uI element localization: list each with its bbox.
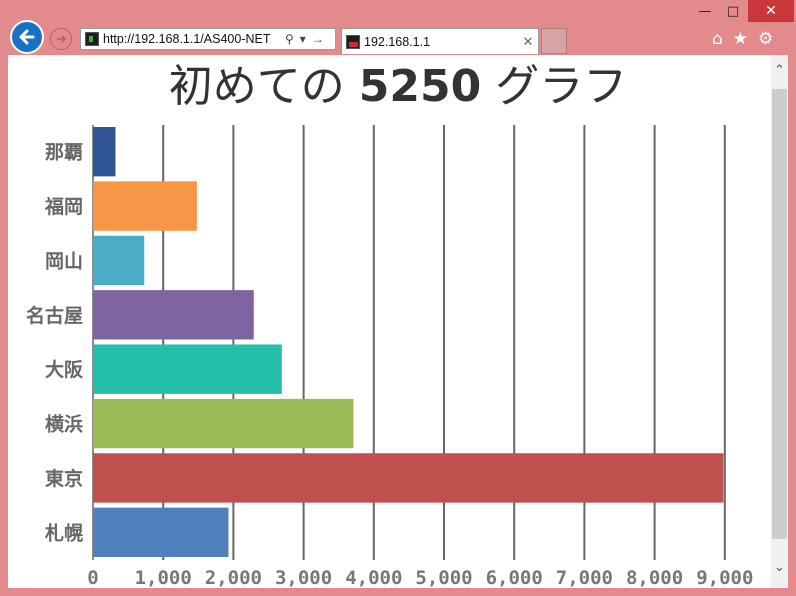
go-arrow-icon[interactable]: → bbox=[311, 32, 324, 46]
x-tick-label: 2,000 bbox=[205, 567, 262, 588]
scroll-down-icon[interactable]: ⌄ bbox=[774, 560, 785, 575]
page-content: 初めての 5250 グラフ 0 1,000 2,000 3,000 4,000 5,000… bbox=[8, 55, 788, 588]
x-tick-label: 5,000 bbox=[415, 567, 472, 588]
y-category-label: 横浜 bbox=[45, 413, 83, 436]
star-icon[interactable]: ★ bbox=[732, 29, 749, 49]
bar-大阪 bbox=[93, 344, 282, 394]
chart-title-post: グラフ bbox=[495, 61, 628, 112]
bar-横浜 bbox=[93, 398, 354, 449]
x-tick-label: 6,000 bbox=[486, 567, 543, 588]
y-category-label: 那覇 bbox=[45, 142, 83, 164]
site-favicon-icon bbox=[85, 32, 99, 46]
y-category-label: 札幌 bbox=[44, 521, 83, 544]
search-icon[interactable]: ⚲ bbox=[285, 32, 294, 46]
y-category-label: 岡山 bbox=[45, 250, 83, 272]
tab-title: 192.168.1.1 bbox=[364, 34, 431, 49]
chart-title-bold: 5250 bbox=[358, 61, 482, 112]
x-tick-label: 4,000 bbox=[345, 567, 402, 588]
back-arrow-icon bbox=[19, 29, 35, 45]
minimize-icon[interactable]: — bbox=[698, 3, 712, 19]
tab-current[interactable]: 192.168.1.1 ✕ bbox=[341, 28, 539, 54]
address-text[interactable]: http://192.168.1.1/AS400-NET bbox=[103, 32, 271, 46]
tab-favicon-icon bbox=[346, 34, 360, 49]
address-bar[interactable]: http://192.168.1.1/AS400-NET ⚲ ▾ → bbox=[80, 28, 336, 50]
close-icon[interactable]: ✕ bbox=[522, 33, 534, 49]
bar-札幌 bbox=[93, 507, 229, 557]
gear-icon[interactable]: ⚙ bbox=[758, 29, 774, 49]
back-button[interactable] bbox=[10, 20, 44, 54]
close-window-icon[interactable]: ✕ bbox=[748, 0, 794, 22]
chart-title-pre: 初めての bbox=[168, 61, 345, 112]
x-tick-label: 1,000 bbox=[135, 567, 192, 588]
y-category-label: 名古屋 bbox=[26, 304, 83, 327]
y-category-label: 福岡 bbox=[44, 195, 83, 218]
x-tick-label: 3,000 bbox=[275, 567, 332, 588]
x-tick-label: 9,000 bbox=[696, 567, 753, 588]
x-tick-label: 0 bbox=[87, 567, 98, 588]
bar-岡山 bbox=[93, 235, 145, 286]
forward-arrow-icon bbox=[57, 35, 67, 43]
home-icon[interactable]: ⌂ bbox=[712, 29, 723, 49]
new-tab-button[interactable] bbox=[541, 28, 567, 54]
bar-福岡 bbox=[93, 181, 197, 231]
chart-title: 初めての 5250 グラフ bbox=[8, 61, 788, 114]
y-category-label: 大阪 bbox=[45, 358, 84, 381]
bar-名古屋 bbox=[93, 290, 254, 340]
x-tick-label: 7,000 bbox=[556, 567, 613, 588]
dropdown-icon[interactable]: ▾ bbox=[299, 32, 306, 46]
scroll-thumb[interactable] bbox=[772, 89, 787, 539]
maximize-icon[interactable]: □ bbox=[726, 3, 740, 19]
x-tick-label: 8,000 bbox=[626, 567, 683, 588]
bar-那覇 bbox=[93, 127, 116, 177]
scroll-up-icon[interactable]: ⌃ bbox=[774, 63, 785, 78]
vertical-scrollbar[interactable]: ⌃ ⌄ bbox=[771, 55, 788, 588]
forward-button[interactable] bbox=[50, 28, 72, 50]
bar-東京 bbox=[93, 453, 724, 503]
y-category-label: 東京 bbox=[45, 467, 83, 490]
bar-chart: 0 1,000 2,000 3,000 4,000 5,000 6,000 7,000 8,00… bbox=[26, 125, 753, 588]
